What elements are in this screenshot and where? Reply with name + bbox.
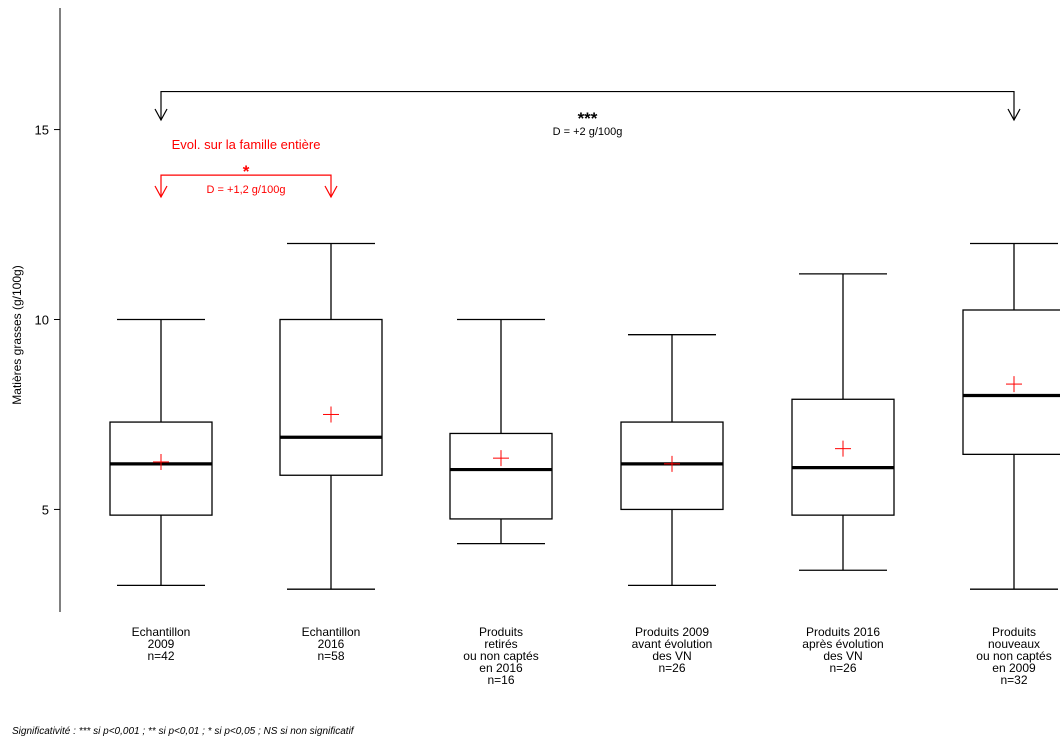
- arrow-head: [324, 185, 338, 199]
- category-label: ou non captés: [976, 649, 1051, 663]
- category-label: n=58: [317, 649, 344, 663]
- category-label: nouveaux: [988, 637, 1040, 651]
- category-label: n=16: [487, 673, 514, 687]
- arrow-head: [154, 108, 168, 122]
- bracket-line: [160, 90, 1015, 120]
- category-label: des VN: [823, 649, 862, 663]
- difference-label: D = +2 g/100g: [553, 126, 623, 138]
- plot-area: Echantillon2009n=42Echantillon2016n=58Pr…: [109, 242, 1060, 687]
- category-label: n=42: [147, 649, 174, 663]
- y-tick-label: 10: [35, 312, 49, 327]
- comparison-title: Evol. sur la famille entière: [172, 137, 321, 152]
- mean-marker: [664, 455, 680, 472]
- box-iqr: [962, 309, 1060, 456]
- category-label: ou non captés: [463, 649, 538, 663]
- category-label: 2009: [148, 637, 175, 651]
- box-iqr: [449, 432, 553, 520]
- category-label: Produits: [992, 625, 1036, 639]
- box-group: [791, 273, 895, 571]
- mean-marker: [493, 450, 509, 467]
- box-group: [620, 334, 724, 587]
- category-label: Produits 2016: [806, 625, 880, 639]
- category-label: en 2016: [479, 661, 523, 675]
- box-group: [449, 318, 553, 545]
- mean-marker: [323, 406, 339, 423]
- box-group: [279, 242, 383, 590]
- arrow-head: [154, 185, 168, 199]
- significance-stars: *: [243, 162, 250, 181]
- significance-stars: ***: [578, 109, 598, 128]
- comparison-bracket: * D = +1,2 g/100g Evol. sur la famille ent…: [154, 137, 338, 199]
- mean-marker: [153, 453, 169, 470]
- category-label: Produits 2009: [635, 625, 709, 639]
- bracket-line: [160, 174, 332, 197]
- box-group: [962, 242, 1060, 590]
- comparison-bracket: ***D = +2 g/100g: [154, 90, 1021, 138]
- y-axis-label: Matières grasses (g/100g): [10, 265, 24, 404]
- box-iqr: [620, 421, 724, 511]
- category-label: n=26: [658, 661, 685, 675]
- difference-label: D = +1,2 g/100g: [207, 184, 286, 196]
- box-group: [109, 318, 213, 587]
- footnote: Significativité : *** si p<0,001 ; ** si…: [12, 726, 355, 737]
- category-label: Echantillon: [132, 625, 191, 639]
- category-label: Echantillon: [302, 625, 361, 639]
- category-label: après évolution: [802, 637, 883, 651]
- box-iqr: [791, 398, 895, 516]
- category-label: n=32: [1000, 673, 1027, 687]
- category-label: en 2009: [992, 661, 1036, 675]
- category-label: avant évolution: [632, 637, 713, 651]
- category-label: retirés: [484, 637, 517, 651]
- y-tick-label: 15: [35, 123, 49, 138]
- arrow-head: [1007, 108, 1021, 122]
- box-iqr: [279, 318, 383, 476]
- comparison-annotations: ***D = +2 g/100g * D = +1,2 g/100g Evol. su…: [154, 90, 1021, 199]
- category-label: n=26: [829, 661, 856, 675]
- mean-marker: [1006, 376, 1022, 393]
- axes: 5 10 15: [35, 8, 61, 612]
- category-label: 2016: [318, 637, 345, 651]
- category-label: Produits: [479, 625, 523, 639]
- y-tick-label: 5: [42, 502, 49, 517]
- box-iqr: [109, 421, 213, 516]
- mean-marker: [835, 440, 851, 457]
- category-label: des VN: [652, 649, 691, 663]
